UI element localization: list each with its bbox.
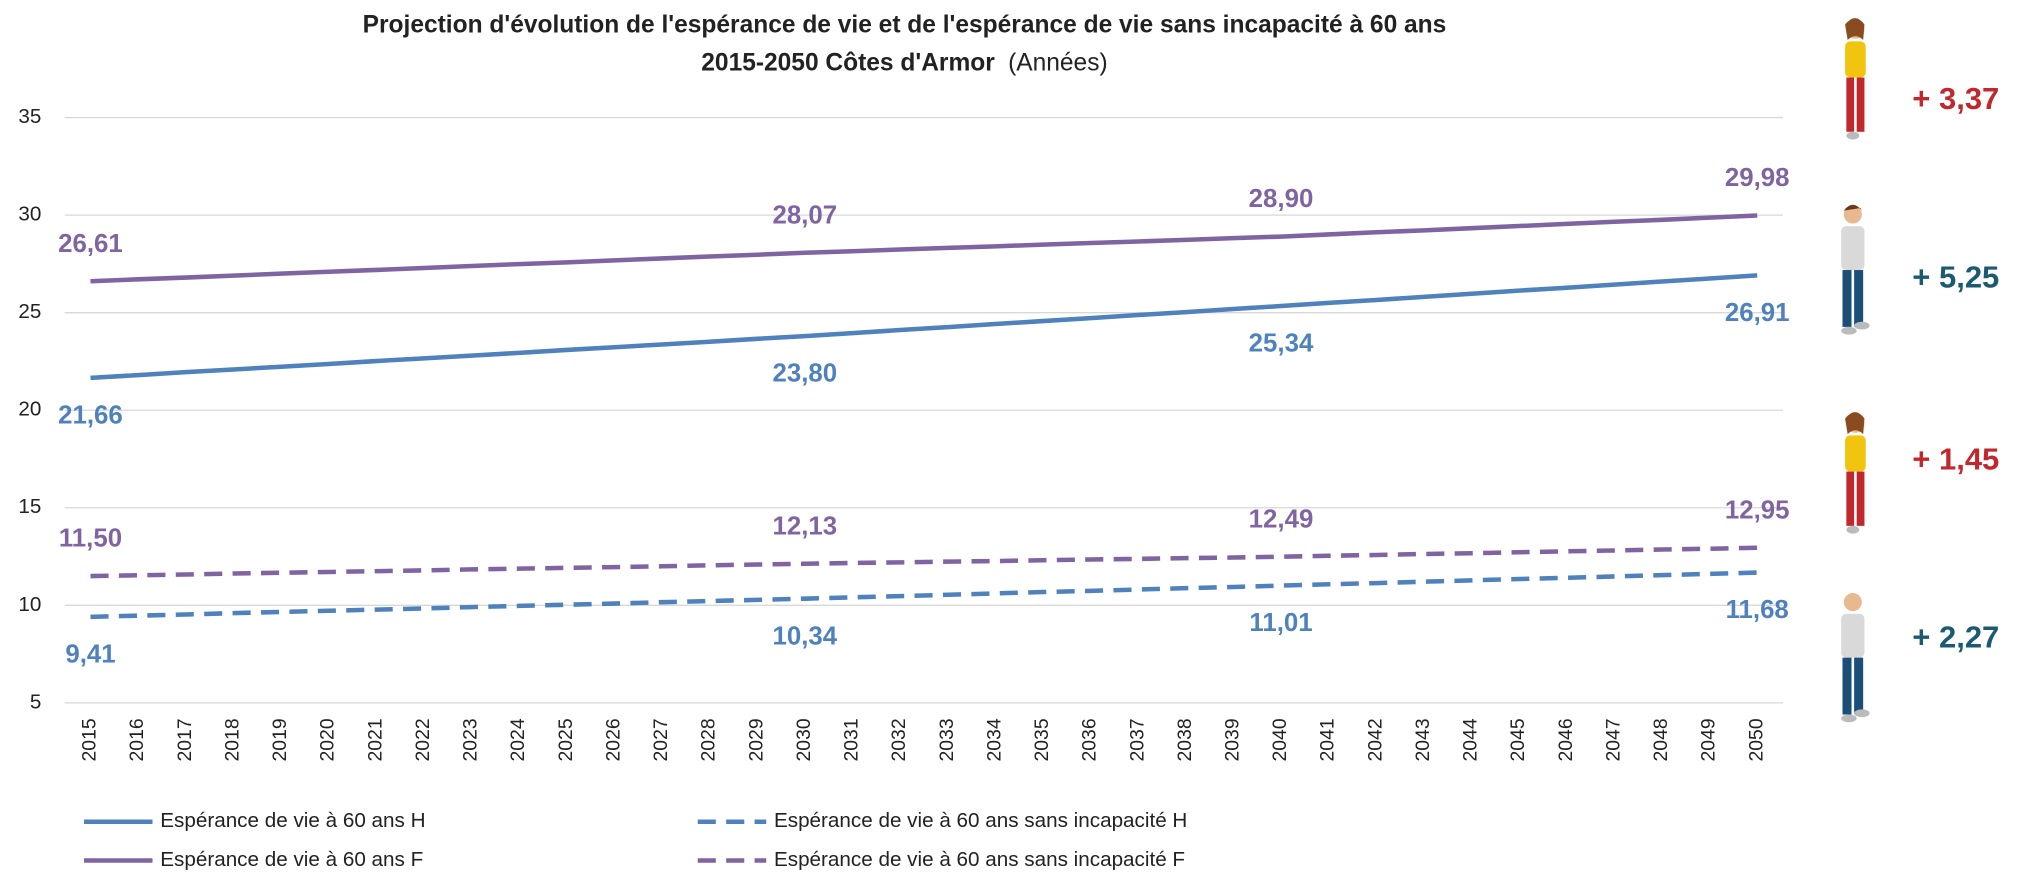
chart-title: Projection d'évolution de l'espérance de… (363, 11, 1447, 38)
x-tick-label: 2024 (507, 718, 529, 761)
x-tick-label: 2023 (460, 718, 482, 761)
y-tick-label: 5 (30, 690, 42, 713)
x-tick-label: 2020 (317, 718, 339, 761)
series-line (90, 273, 1758, 381)
y-tick-label: 35 (18, 105, 41, 128)
x-tick-label: 2029 (745, 718, 767, 761)
x-tick-label: 2033 (936, 718, 958, 761)
data-label: 28,90 (1249, 185, 1314, 213)
x-tick-label: 2026 (602, 718, 624, 761)
chart-subtitle-line: 2015-2050 Côtes d'Armor (Années) (701, 50, 1107, 77)
female-icon (1845, 412, 1866, 534)
data-label: 25,34 (1249, 330, 1314, 358)
y-tick-label: 30 (18, 203, 41, 226)
data-label: 12,95 (1725, 496, 1790, 524)
x-tick-label: 2016 (126, 718, 148, 761)
x-tick-label: 2047 (1602, 718, 1624, 761)
unit-label: (Années) (1008, 50, 1108, 77)
male-icon (1841, 204, 1870, 335)
x-tick-label: 2049 (1698, 718, 1720, 761)
x-tick-label: 2031 (841, 718, 863, 761)
x-tick-label: 2039 (1222, 718, 1244, 761)
x-tick-label: 2050 (1745, 718, 1767, 761)
female-icon (1845, 18, 1866, 140)
data-label: 28,07 (772, 201, 837, 229)
x-tick-label: 2048 (1650, 718, 1672, 761)
x-tick-label: 2025 (555, 718, 577, 761)
series-line (90, 570, 1758, 620)
data-label: 26,61 (58, 230, 123, 258)
x-tick-label: 2027 (650, 718, 672, 761)
x-tick-label: 2030 (793, 718, 815, 761)
x-tick-label: 2036 (1079, 718, 1101, 761)
annotation: + 2,27 (1912, 620, 1999, 655)
data-label: 29,98 (1725, 164, 1790, 192)
series-line (90, 213, 1758, 284)
x-tick-label: 2021 (364, 718, 386, 761)
data-label: 11,50 (59, 525, 122, 553)
x-tick-label: 2035 (1031, 718, 1053, 761)
annotation: + 5,25 (1912, 259, 1999, 294)
x-tick-label: 2018 (221, 718, 243, 761)
data-label: 21,66 (58, 401, 123, 429)
x-tick-label: 2032 (888, 718, 910, 761)
x-tick-label: 2022 (412, 718, 434, 761)
x-tick-label: 2042 (1364, 718, 1386, 761)
male-icon (1841, 593, 1870, 723)
annotation: + 3,37 (1912, 81, 1999, 116)
legend-label: Espérance de vie à 60 ans sans incapacit… (774, 809, 1187, 832)
x-tick-label: 2043 (1412, 718, 1434, 761)
x-tick-label: 2028 (698, 718, 720, 761)
legend-label: Espérance de vie à 60 ans sans incapacit… (774, 848, 1185, 871)
x-tick-label: 2038 (1174, 718, 1196, 761)
series-line (90, 545, 1758, 579)
x-tick-label: 2044 (1460, 718, 1482, 761)
data-label: 12,49 (1249, 505, 1314, 533)
x-tick-label: 2040 (1269, 718, 1291, 761)
data-label: 10,34 (772, 622, 837, 650)
y-tick-label: 10 (18, 593, 41, 616)
x-tick-label: 2015 (79, 718, 101, 761)
data-label: 26,91 (1725, 299, 1790, 327)
annotation: + 1,45 (1912, 441, 1999, 476)
x-tick-label: 2046 (1555, 718, 1577, 761)
y-tick-label: 20 (18, 398, 41, 421)
x-tick-label: 2034 (983, 718, 1005, 761)
x-tick-label: 2017 (174, 718, 196, 761)
data-label: 9,41 (65, 640, 115, 668)
x-tick-label: 2041 (1317, 718, 1339, 761)
data-label: 11,68 (1726, 596, 1789, 624)
data-label: 12,13 (772, 512, 837, 540)
x-tick-label: 2045 (1507, 718, 1529, 761)
legend-label: Espérance de vie à 60 ans H (160, 809, 425, 832)
legend-label: Espérance de vie à 60 ans F (160, 848, 423, 871)
data-label: 23,80 (772, 360, 837, 388)
y-tick-label: 25 (18, 300, 41, 323)
data-label: 11,01 (1249, 609, 1312, 637)
x-tick-label: 2019 (269, 718, 291, 761)
y-tick-label: 15 (18, 495, 41, 518)
x-tick-label: 2037 (1126, 718, 1148, 761)
chart-subtitle: 2015-2050 Côtes d'Armor (701, 50, 995, 77)
